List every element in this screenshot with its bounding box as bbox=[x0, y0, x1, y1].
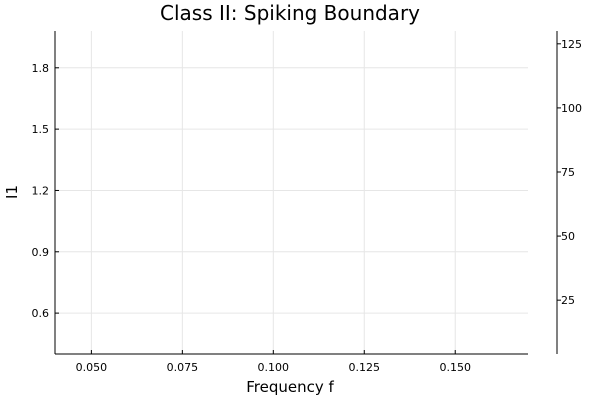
y-axis-label: I1 bbox=[3, 185, 21, 199]
x-tick-label: 0.075 bbox=[167, 361, 199, 374]
axes bbox=[54, 31, 558, 355]
y-axis-ticks: 0.6 0.9 1.2 1.5 1.8 bbox=[32, 62, 59, 320]
x-tick-label: 0.125 bbox=[349, 361, 381, 374]
secondary-y-tick-label: 75 bbox=[561, 166, 575, 179]
x-axis-ticks: 0.050 0.075 0.100 0.125 0.150 bbox=[76, 350, 471, 374]
secondary-y-axis-ticks: 25 50 75 100 125 bbox=[557, 38, 582, 307]
y-tick-label: 1.2 bbox=[32, 184, 50, 197]
secondary-y-tick-label: 25 bbox=[561, 294, 575, 307]
y-tick-label: 1.5 bbox=[32, 123, 50, 136]
y-tick-label: 1.8 bbox=[32, 62, 50, 75]
x-tick-label: 0.050 bbox=[76, 361, 108, 374]
x-tick-label: 0.100 bbox=[258, 361, 290, 374]
x-tick-label: 0.150 bbox=[439, 361, 471, 374]
grid bbox=[55, 31, 528, 354]
y-tick-label: 0.6 bbox=[32, 307, 50, 320]
y-tick-label: 0.9 bbox=[32, 246, 50, 259]
x-axis-label: Frequency f bbox=[246, 378, 334, 396]
chart-title: Class II: Spiking Boundary bbox=[160, 1, 420, 25]
secondary-y-tick-label: 50 bbox=[561, 230, 575, 243]
secondary-y-tick-label: 125 bbox=[561, 38, 582, 51]
secondary-y-tick-label: 100 bbox=[561, 102, 582, 115]
